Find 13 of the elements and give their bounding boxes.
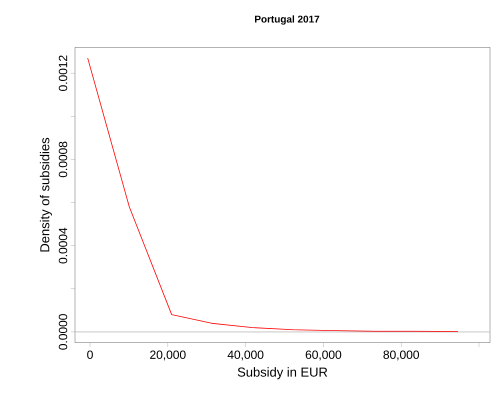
y-tick-label: 0.0000 — [58, 314, 68, 350]
chart-title: Portugal 2017 — [255, 15, 320, 25]
y-tick-label: 0.0004 — [58, 228, 68, 264]
x-tick-label: 60,000 — [306, 350, 342, 360]
x-tick-label: 40,000 — [228, 350, 264, 360]
y-tick-label: 0.0012 — [58, 55, 68, 91]
line-series — [87, 58, 458, 332]
y-axis-title: Density of subsidies — [40, 138, 52, 252]
x-tick-label: 20,000 — [150, 350, 186, 360]
x-axis-title: Subsidy in EUR — [238, 367, 328, 380]
x-tick-label: 80,000 — [383, 350, 420, 360]
y-tick-label: 0.0008 — [58, 142, 68, 178]
x-tick-label: 0 — [87, 350, 93, 359]
